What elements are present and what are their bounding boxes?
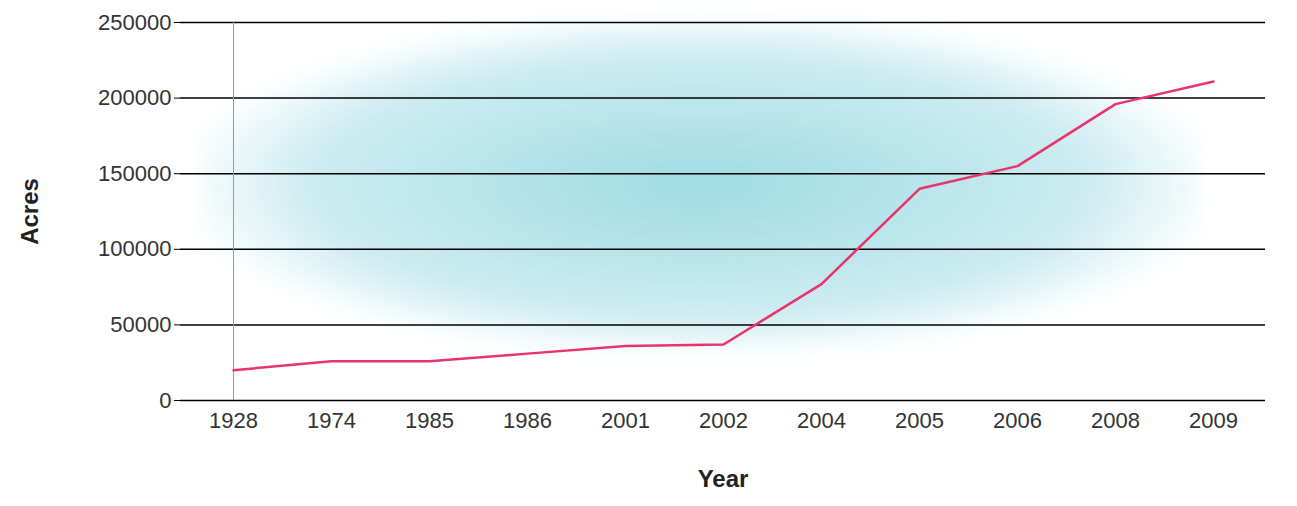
svg-text:0: 0 <box>159 388 171 413</box>
svg-text:2005: 2005 <box>895 408 944 433</box>
svg-text:Acres: Acres <box>16 178 43 245</box>
svg-text:1986: 1986 <box>503 408 552 433</box>
svg-text:2004: 2004 <box>797 408 846 433</box>
svg-text:2008: 2008 <box>1091 408 1140 433</box>
svg-text:100000: 100000 <box>98 236 171 261</box>
svg-text:Year: Year <box>698 465 749 492</box>
svg-text:1928: 1928 <box>209 408 258 433</box>
svg-text:1985: 1985 <box>405 408 454 433</box>
svg-text:250000: 250000 <box>98 10 171 35</box>
svg-text:2002: 2002 <box>699 408 748 433</box>
svg-text:2006: 2006 <box>993 408 1042 433</box>
svg-text:2001: 2001 <box>601 408 650 433</box>
svg-text:200000: 200000 <box>98 85 171 110</box>
svg-text:1974: 1974 <box>307 408 356 433</box>
svg-text:2009: 2009 <box>1189 408 1238 433</box>
svg-text:50000: 50000 <box>110 312 171 337</box>
svg-text:150000: 150000 <box>98 161 171 186</box>
